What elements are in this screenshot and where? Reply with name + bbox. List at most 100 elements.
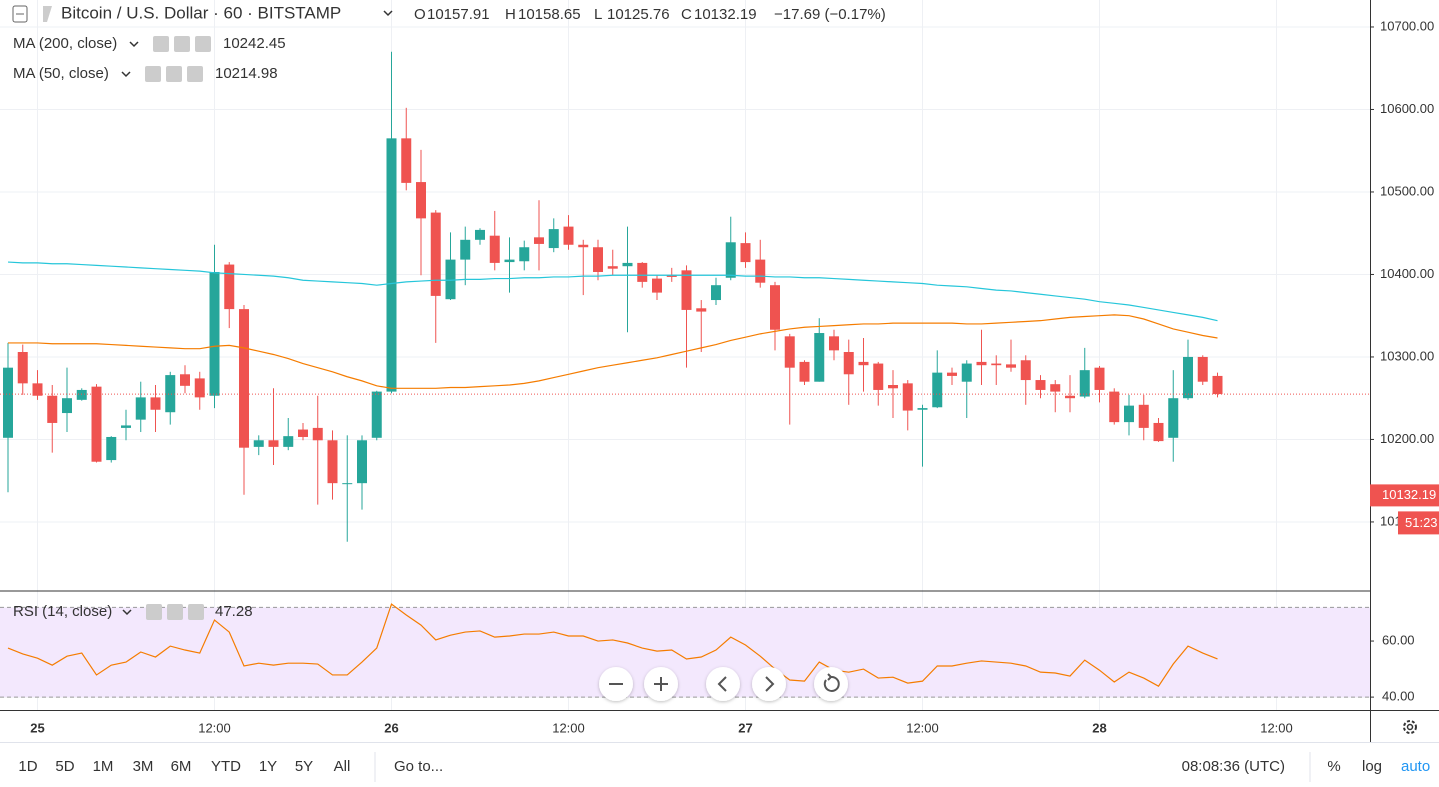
ohlc-label: C <box>681 6 692 23</box>
ohlc-label: L <box>594 6 602 23</box>
y-tick-label: 10500.00 <box>1380 183 1434 198</box>
symbol-title[interactable]: Bitcoin / U.S. Dollar · 60 · BITSTAMP <box>61 3 341 22</box>
rsi-layer <box>7 603 1218 687</box>
indicator-icons <box>145 66 203 82</box>
y-tick-label: 10700.00 <box>1380 18 1434 33</box>
candle-body <box>1197 356 1208 382</box>
zoom-in-button[interactable] <box>644 667 678 701</box>
candle-body <box>327 440 338 484</box>
candle-body <box>386 138 397 392</box>
y-tick-label: 10200.00 <box>1380 431 1434 446</box>
candle-body <box>106 436 117 461</box>
eye-button[interactable] <box>153 36 169 52</box>
reset-button[interactable] <box>814 667 848 701</box>
candle-body <box>1138 404 1149 428</box>
candle-body <box>91 386 102 462</box>
eye-button[interactable] <box>146 604 162 620</box>
scale-button[interactable]: log <box>1362 758 1382 775</box>
candle-body <box>666 275 677 277</box>
x-tick-label: 12:00 <box>552 720 585 735</box>
candle-body <box>1020 360 1031 381</box>
candle-body <box>917 408 928 410</box>
range-button[interactable]: YTD <box>211 758 241 775</box>
settings-button[interactable] <box>174 36 190 52</box>
ohlc-value: 10158.65 <box>518 6 581 23</box>
range-button[interactable]: All <box>334 758 351 775</box>
countdown-box <box>1398 511 1439 535</box>
x-tick-label: 12:00 <box>906 720 939 735</box>
remove-button[interactable] <box>195 36 211 52</box>
candle-body <box>371 391 382 438</box>
candle-body <box>681 270 692 310</box>
scroll-left-button[interactable] <box>706 667 740 701</box>
candle-body <box>1094 367 1105 390</box>
ohlc-label: H <box>505 6 516 23</box>
candle-body <box>725 242 736 278</box>
scroll-right-button[interactable] <box>752 667 786 701</box>
candle-body <box>504 259 515 263</box>
rsi-band-layer <box>0 606 1370 698</box>
range-button[interactable]: 1M <box>93 758 114 775</box>
range-button[interactable]: 1Y <box>259 758 277 775</box>
candle-body <box>593 247 603 272</box>
settings-button[interactable] <box>167 604 183 620</box>
range-button[interactable]: 5D <box>55 758 74 775</box>
indicator-label[interactable]: MA (50, close) <box>13 65 109 82</box>
scale-button[interactable]: % <box>1327 758 1340 775</box>
candle-body <box>1212 375 1223 395</box>
x-tick-label: 25 <box>30 720 44 735</box>
symbol-flag <box>43 6 52 22</box>
candle-body <box>357 440 367 484</box>
candle-body <box>843 352 854 375</box>
candle-body <box>858 361 869 366</box>
candle-body <box>888 385 898 389</box>
bottom-toolbar: Go to... 08:08:36 (UTC) 1D 5D 1M 3M 6M YTD 1Y 5… <box>18 752 1430 782</box>
goto-button[interactable]: Go to... <box>394 758 443 775</box>
range-button[interactable]: 6M <box>171 758 192 775</box>
candle-body <box>1168 398 1179 438</box>
last-price-label: 10132.19 <box>1382 487 1436 502</box>
range-button[interactable]: 5Y <box>295 758 313 775</box>
ohlc-value: 10132.19 <box>694 6 757 23</box>
candle-body <box>563 226 574 245</box>
y-tick-label: 60.00 <box>1382 632 1415 647</box>
collapse-icon[interactable] <box>12 5 28 23</box>
range-button[interactable]: 1D <box>18 758 37 775</box>
candle-body <box>947 372 957 376</box>
ohlc-value: 10125.76 <box>607 6 670 23</box>
indicator-label[interactable]: MA (200, close) <box>13 35 117 52</box>
eye-button[interactable] <box>145 66 161 82</box>
scale-button[interactable]: auto <box>1401 758 1430 775</box>
moving-average-line <box>7 261 1218 322</box>
rsi-band <box>0 607 1370 698</box>
y-tick-label: 40.00 <box>1382 689 1415 704</box>
candle-body <box>32 383 43 396</box>
settings-button[interactable] <box>166 66 182 82</box>
indicator-value: 47.28 <box>215 603 253 620</box>
candle-body <box>696 308 707 312</box>
candle-body <box>1006 364 1016 368</box>
candle-body <box>652 278 662 293</box>
candle-body <box>224 264 235 310</box>
indicator-label[interactable]: RSI (14, close) <box>13 603 112 620</box>
zoom-out-button[interactable] <box>599 667 633 701</box>
grid <box>0 0 1370 710</box>
range-button[interactable]: 3M <box>133 758 154 775</box>
caret <box>129 41 139 48</box>
candle-body <box>312 427 323 441</box>
candle-body <box>740 243 751 263</box>
candle-body <box>578 244 589 248</box>
candle-body <box>873 363 884 390</box>
candle-body <box>784 336 795 368</box>
candle-body <box>534 237 544 244</box>
settings-gear[interactable] <box>1403 720 1417 734</box>
remove-button[interactable] <box>188 604 204 620</box>
candle-body <box>17 352 28 384</box>
candle-body <box>416 182 426 219</box>
candle-body <box>342 483 353 485</box>
ohlc-values: O 10157.91 H 10158.65 L 10125.76 C 10132.19 <box>414 6 757 23</box>
indicator-icons <box>146 604 204 620</box>
remove-button[interactable] <box>187 66 203 82</box>
